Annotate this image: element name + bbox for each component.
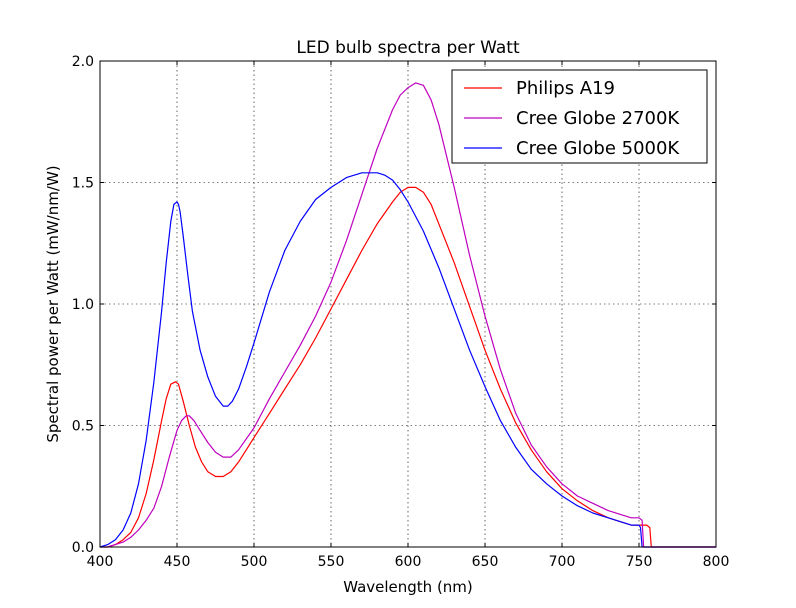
x-tick-label: 700: [549, 554, 576, 570]
legend-label: Philips A19: [516, 78, 615, 99]
legend-label: Cree Globe 2700K: [516, 108, 680, 129]
y-tick-label: 1.5: [72, 176, 94, 192]
chart-title: LED bulb spectra per Watt: [296, 38, 520, 58]
x-tick-label: 800: [703, 554, 730, 570]
y-tick-label: 0.0: [72, 540, 94, 556]
x-tick-label: 450: [164, 554, 191, 570]
series-line-0: [100, 186, 716, 548]
x-tick-label: 400: [87, 554, 114, 570]
x-tick-label: 650: [472, 554, 499, 570]
legend-label: Cree Globe 5000K: [516, 138, 680, 159]
x-tick-label: 750: [626, 554, 653, 570]
axis-ticks: 400 450 500 550 600 650 700 750 800 0.0 0.5 1.0 1.5 2…: [72, 54, 730, 570]
legend-box: [451, 69, 708, 164]
x-tick-label: 550: [318, 554, 345, 570]
y-axis-title: Spectral power per Watt (mW/nm/W): [44, 165, 62, 442]
grid: [100, 61, 716, 547]
x-axis-title: Wavelength (nm): [343, 578, 473, 596]
legend: Philips A19 Cree Globe 2700K Cree Globe 50…: [451, 69, 708, 164]
y-tick-label: 1.0: [72, 297, 94, 313]
series-lines: [99, 82, 716, 548]
series-line-1: [100, 82, 716, 548]
y-tick-label: 2.0: [72, 54, 94, 70]
x-tick-label: 500: [241, 554, 268, 570]
x-tick-label: 600: [395, 554, 422, 570]
series-line-2: [99, 172, 716, 548]
y-tick-label: 0.5: [72, 419, 94, 435]
